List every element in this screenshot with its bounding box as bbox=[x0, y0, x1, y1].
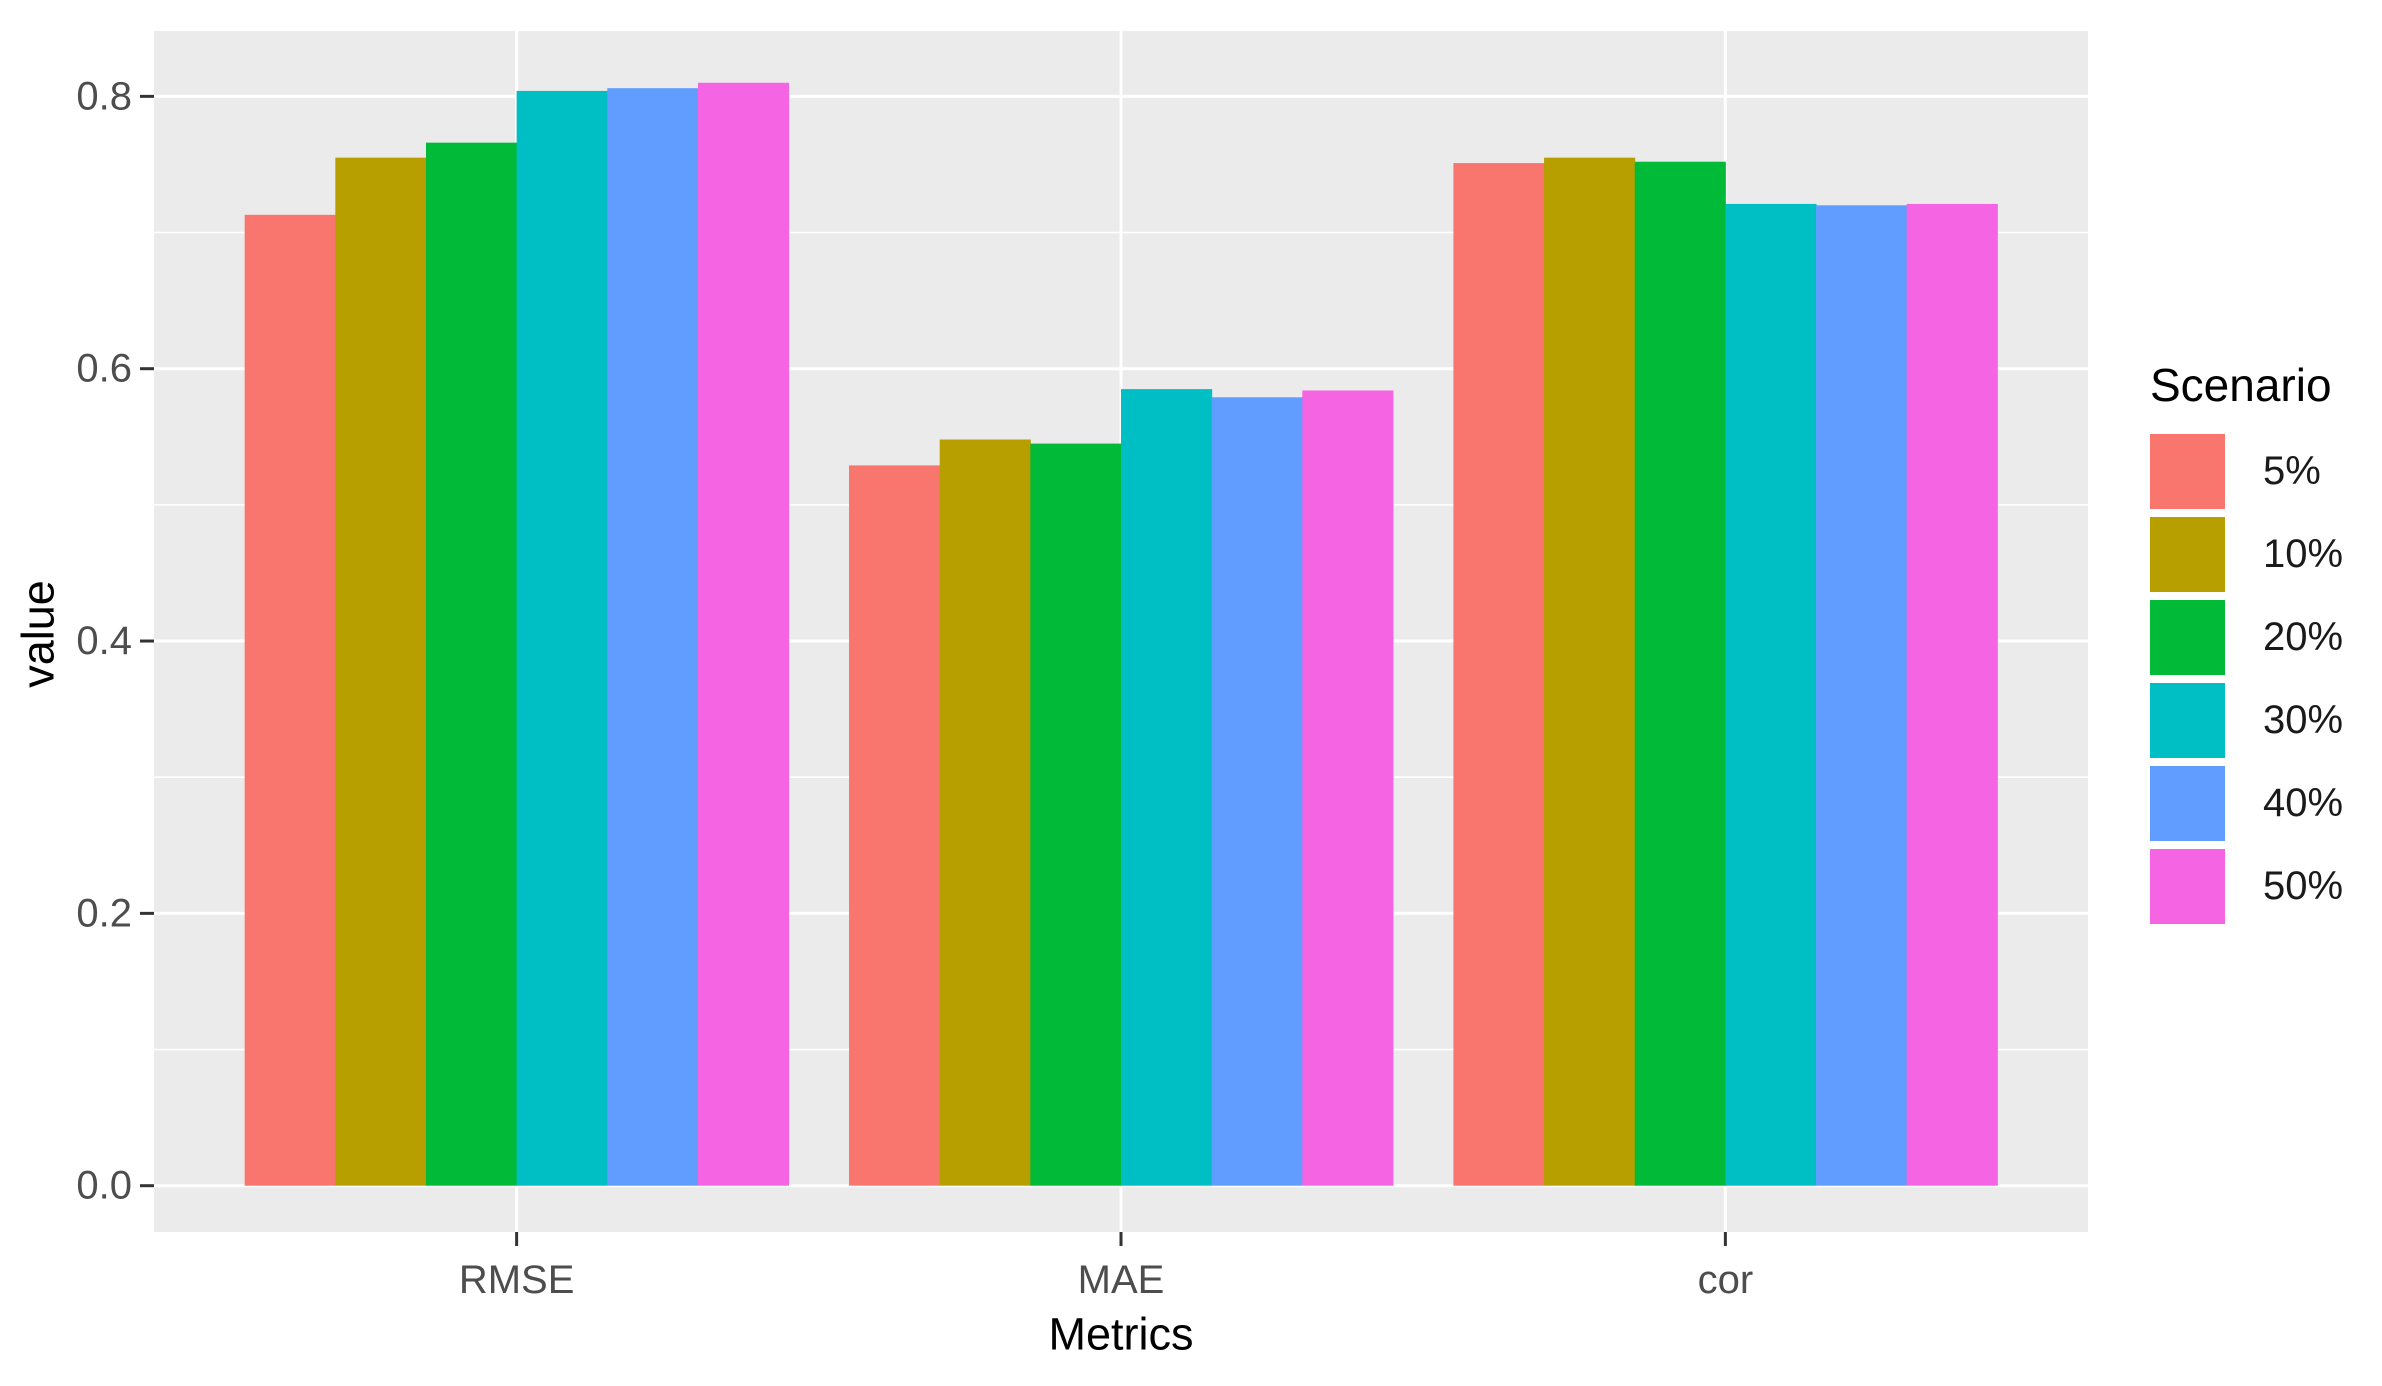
bar-MAE-5% bbox=[849, 465, 941, 1186]
legend-swatch-10% bbox=[2150, 517, 2225, 592]
legend-item: 50% bbox=[2150, 849, 2343, 924]
legend-item: 5% bbox=[2150, 434, 2343, 509]
bar-cor-40% bbox=[1816, 205, 1908, 1186]
legend-item: 40% bbox=[2150, 766, 2343, 841]
y-tick-label: 0.0 bbox=[76, 1164, 132, 1208]
legend-swatch-50% bbox=[2150, 849, 2225, 924]
x-axis-title: Metrics bbox=[1049, 1309, 1194, 1360]
x-tick-label: MAE bbox=[1078, 1258, 1165, 1302]
y-tick-label: 0.4 bbox=[76, 619, 132, 663]
legend-swatch-30% bbox=[2150, 683, 2225, 758]
legend-items: 5% 10% 20% 30% 40% 50% bbox=[2150, 434, 2343, 924]
legend-item: 10% bbox=[2150, 517, 2343, 592]
y-tick-label: 0.6 bbox=[76, 347, 132, 391]
legend-label: 10% bbox=[2263, 532, 2344, 576]
legend-swatch-5% bbox=[2150, 434, 2225, 509]
x-tick-label: RMSE bbox=[459, 1258, 575, 1302]
legend: Scenario 5% 10% 20% 30% 40% 50% bbox=[2150, 362, 2343, 932]
bar-RMSE-40% bbox=[607, 88, 699, 1186]
legend-label: 20% bbox=[2263, 615, 2344, 659]
legend-label: 30% bbox=[2263, 698, 2344, 742]
y-axis-title: value bbox=[13, 580, 64, 688]
bar-MAE-50% bbox=[1302, 390, 1394, 1186]
bar-cor-5% bbox=[1453, 163, 1545, 1186]
legend-item: 30% bbox=[2150, 683, 2343, 758]
y-tick-label: 0.8 bbox=[76, 74, 132, 118]
x-tick-label: cor bbox=[1698, 1258, 1754, 1302]
bar-RMSE-50% bbox=[697, 82, 790, 1186]
bar-RMSE-30% bbox=[516, 90, 608, 1186]
bar-cor-50% bbox=[1906, 203, 1998, 1186]
legend-title: Scenario bbox=[2150, 359, 2332, 411]
legend-swatch-20% bbox=[2150, 600, 2225, 675]
legend-item: 20% bbox=[2150, 600, 2343, 675]
bar-MAE-40% bbox=[1211, 397, 1303, 1186]
y-tick-label: 0.2 bbox=[76, 891, 132, 935]
legend-label: 40% bbox=[2263, 781, 2344, 825]
legend-label: 50% bbox=[2263, 864, 2344, 908]
bar-MAE-30% bbox=[1121, 389, 1213, 1186]
bar-MAE-10% bbox=[939, 439, 1031, 1186]
bar-RMSE-5% bbox=[244, 214, 336, 1186]
bar-cor-10% bbox=[1544, 157, 1636, 1186]
legend-label: 5% bbox=[2263, 449, 2321, 493]
legend-swatch-40% bbox=[2150, 766, 2225, 841]
bar-RMSE-10% bbox=[335, 157, 427, 1186]
bar-RMSE-20% bbox=[425, 142, 518, 1186]
bar-cor-20% bbox=[1634, 161, 1726, 1186]
bar-cor-30% bbox=[1725, 203, 1817, 1186]
bar-MAE-20% bbox=[1030, 443, 1122, 1186]
